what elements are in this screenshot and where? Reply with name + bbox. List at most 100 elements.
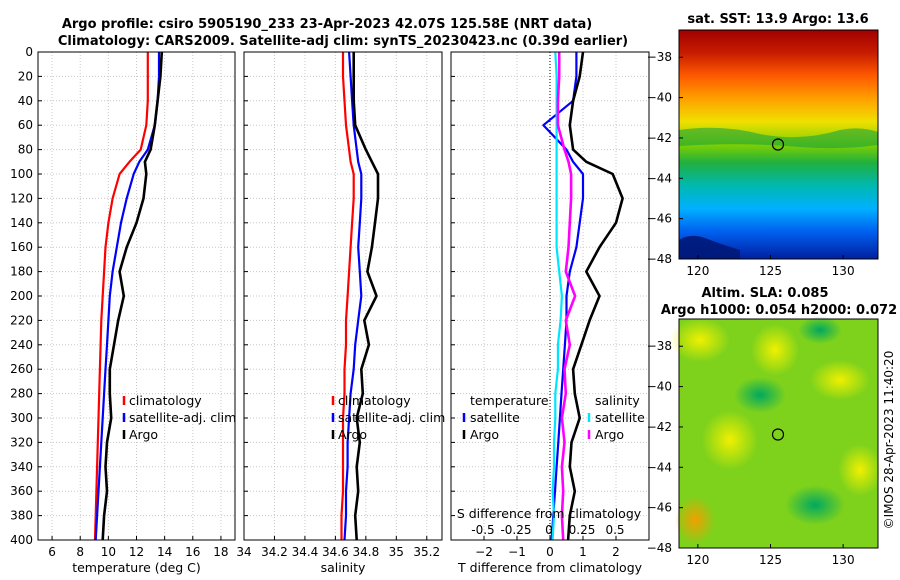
x-tick-label: 6 — [48, 545, 56, 559]
sst-argo-marker — [771, 138, 785, 151]
s-tick: 0.25 — [569, 523, 596, 537]
y-tick-label: 140 — [10, 216, 33, 230]
sla-blob — [702, 410, 758, 470]
y-tick-label: 360 — [10, 484, 33, 498]
x-tick-label: 35.2 — [413, 545, 440, 559]
x-tick-label: 16 — [185, 545, 200, 559]
sla-blob — [838, 444, 882, 496]
temperature-legend: climatology satellite-adj. clim Argo — [122, 393, 236, 442]
map-lon-label: 120 — [686, 264, 709, 278]
sla-blob — [670, 318, 730, 362]
map-lon-label: 130 — [832, 264, 855, 278]
map-lat-label: −42 — [647, 131, 672, 145]
y-tick-label: 200 — [10, 289, 33, 303]
y-tick-label: 220 — [10, 313, 33, 327]
sla-title-2: Argo h1000: 0.054 h2000: 0.072 — [661, 303, 897, 318]
y-tick-label: 160 — [10, 240, 33, 254]
x-tick-label: 34.4 — [292, 545, 319, 559]
series-line-s-satellite — [551, 51, 564, 541]
y-tick-label: 80 — [18, 143, 33, 157]
sla-blob — [785, 485, 845, 525]
y-tick-label: 300 — [10, 411, 33, 425]
map-lat-label: −40 — [647, 91, 672, 105]
s-difference-label: S difference from climatology — [457, 506, 642, 521]
sst-map — [678, 29, 879, 260]
y-tick-label: 240 — [10, 338, 33, 352]
salinity-panel: 34 34.2 34.4 34.6 34.8 35 35.2 salinity — [236, 51, 443, 575]
x-tick-label: 1 — [579, 545, 587, 559]
imos-watermark: ©IMOS 28-Apr-2023 11:40:20 — [882, 351, 896, 530]
legend-title-salinity: salinity — [595, 393, 640, 408]
legend-text-t-satellite: satellite — [470, 410, 520, 425]
legend-text-satellite: satellite-adj. clim — [338, 410, 445, 425]
x-tick-label: 34.2 — [261, 545, 288, 559]
map-lon-label: 120 — [686, 553, 709, 567]
map-lat-label: −48 — [647, 252, 672, 266]
x-tick-label: 10 — [101, 545, 116, 559]
series-line-climatology — [93, 52, 149, 541]
sla-blob — [734, 377, 786, 413]
series-line-s-argo — [556, 52, 577, 541]
x-tick-label: 2 — [612, 545, 620, 559]
legend-text-argo: Argo — [129, 427, 158, 442]
x-tick-label: 0 — [546, 545, 554, 559]
map-lat-label: −48 — [647, 541, 672, 555]
y-tick-label: 20 — [18, 69, 33, 83]
legend-text-s-satellite: satellite — [595, 410, 645, 425]
x-tick-label: −1 — [508, 545, 526, 559]
sst-title: sat. SST: 13.9 Argo: 13.6 — [687, 12, 868, 27]
series-line-satellite-adj-clim — [343, 51, 363, 541]
x-tick-label: 14 — [157, 545, 172, 559]
s-tick: 0.5 — [605, 523, 624, 537]
map-axis-ticks: −38 −40 −42 −44 −46 −48 120 125 130 −38 −40 −42 −44 −… — [647, 50, 855, 567]
s-tick: 0 — [545, 523, 553, 537]
map-lat-label: −46 — [647, 501, 672, 515]
map-lat-label: −40 — [647, 380, 672, 394]
x-tick-label: 34.8 — [352, 545, 379, 559]
salinity-legend: climatology satellite-adj. clim Argo — [331, 393, 445, 442]
sla-title-1: Altim. SLA: 0.085 — [702, 286, 829, 301]
map-lon-label: 125 — [759, 264, 782, 278]
title-line-2: Climatology: CARS2009. Satellite-adj cli… — [58, 34, 628, 49]
map-lat-label: −38 — [647, 50, 672, 64]
difference-panel: −2 −1 0 1 2T difference from climatology — [450, 51, 650, 575]
y-tick-label: 260 — [10, 362, 33, 376]
map-lat-label: −42 — [647, 420, 672, 434]
sla-blob — [810, 360, 870, 400]
series-line-argo — [352, 52, 380, 541]
x-tick-label: 8 — [76, 545, 84, 559]
sla-blob — [675, 496, 715, 544]
y-tick-label: 60 — [18, 118, 33, 132]
map-lat-label: −44 — [647, 460, 672, 474]
sst-frame — [678, 29, 879, 260]
y-tick-label: 180 — [10, 265, 33, 279]
x-tick-label: 35 — [389, 545, 404, 559]
s-tick: -0.5 — [471, 523, 494, 537]
map-lon-label: 125 — [759, 553, 782, 567]
map-lat-label: −46 — [647, 212, 672, 226]
sst-cold-patch — [679, 235, 740, 259]
s-difference-ticks: -0.5 -0.25 0 0.25 0.5 — [471, 523, 624, 537]
sla-blob — [798, 316, 842, 344]
temperature-panel: 6 8 10 12 14 16 18 temperature (deg C) 0 20 40 60 80… — [10, 45, 236, 575]
x-tick-label: 12 — [129, 545, 144, 559]
legend-text-argo: Argo — [338, 427, 367, 442]
legend-text-t-argo: Argo — [470, 427, 499, 442]
title-line-1: Argo profile: csiro 5905190_233 23-Apr-2… — [62, 17, 592, 32]
x-axis-label: salinity — [321, 560, 366, 575]
y-tick-label: 380 — [10, 509, 33, 523]
legend-text-satellite: satellite-adj. clim — [129, 410, 236, 425]
x-tick-label: −2 — [475, 545, 493, 559]
legend-text-climatology: climatology — [338, 393, 411, 408]
map-lat-label: −44 — [647, 171, 672, 185]
series-line-t-argo — [566, 51, 624, 541]
sla-argo-marker — [771, 428, 785, 441]
y-tick-label: 400 — [10, 533, 33, 547]
x-axis-label: T difference from climatology — [457, 560, 643, 575]
sst-front — [679, 127, 878, 149]
series-line-climatology — [340, 52, 355, 540]
series-line-satellite-adj-clim — [94, 52, 161, 541]
y-tick-label: 340 — [10, 460, 33, 474]
s-tick: -0.25 — [500, 523, 531, 537]
